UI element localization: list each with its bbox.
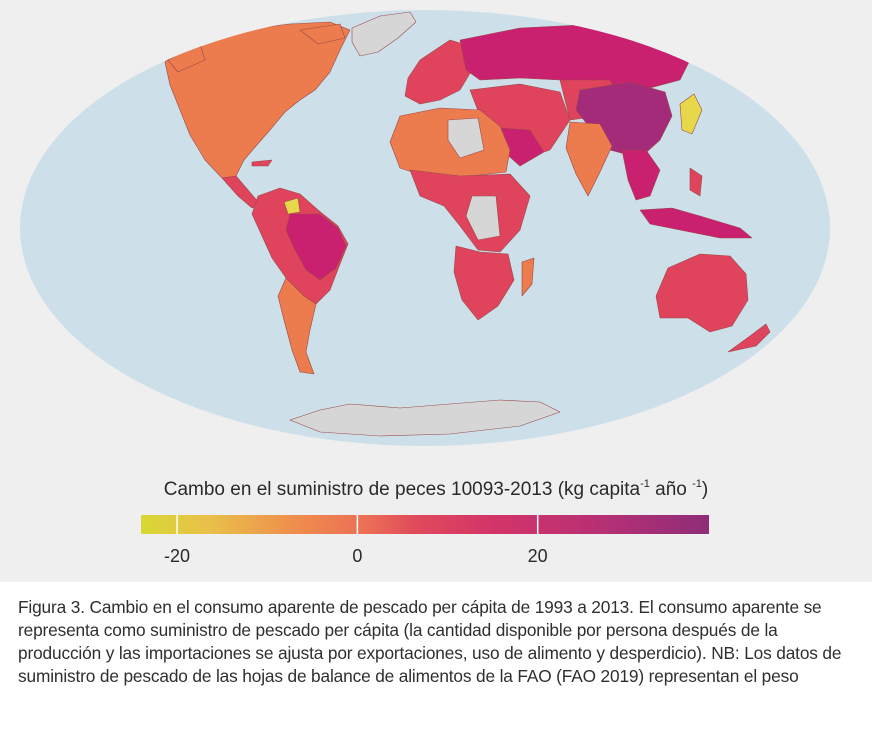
madagascar — [521, 257, 535, 297]
russia — [459, 23, 691, 89]
legend-title-text: Cambo en el suministro de peces 10093-20… — [163, 479, 641, 500]
indonesia — [639, 207, 753, 239]
cuba — [251, 159, 273, 167]
legend-color-bar — [141, 515, 709, 534]
new-zealand — [727, 323, 771, 353]
brazil — [285, 213, 347, 281]
legend-tick-label-2: 20 — [527, 546, 548, 566]
legend-title-mid: año — [649, 479, 693, 500]
legend-title-sup-1: -1 — [640, 478, 650, 490]
legend-title: Cambo en el suministro de peces 10093-20… — [0, 478, 872, 501]
southeast-asia — [621, 149, 661, 201]
caption-cutoff — [0, 706, 872, 730]
india — [565, 121, 613, 197]
sahara-nodata — [447, 117, 485, 159]
legend-title-end: ) — [701, 479, 709, 500]
europe — [404, 39, 473, 105]
southern-africa — [453, 245, 515, 321]
venezuela-yellow — [283, 197, 301, 215]
legend-gradient-rect — [141, 515, 709, 534]
legend-tick-label-1: 0 — [352, 546, 363, 566]
africa-nodata — [465, 195, 501, 241]
philippines — [689, 167, 703, 197]
world-map — [20, 10, 830, 446]
legend-tick-label-0: -20 — [164, 546, 191, 566]
southern-cone — [277, 277, 317, 375]
canada-north-island — [299, 23, 346, 45]
japan-korea — [679, 93, 703, 135]
figure-panel: Cambo en el suministro de peces 10093-20… — [0, 0, 872, 582]
greenland — [351, 11, 417, 57]
figure-caption: Figura 3. Cambio en el consumo aparente … — [18, 597, 842, 686]
australia — [655, 253, 749, 333]
legend-title-sup-2: -1 — [692, 478, 702, 490]
antarctica — [289, 399, 561, 437]
